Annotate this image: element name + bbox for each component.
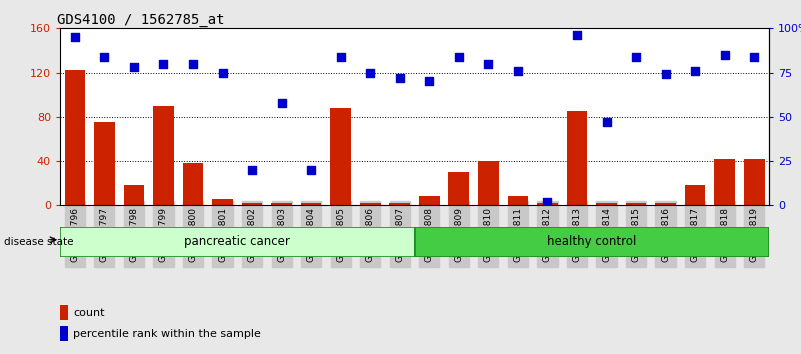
Bar — [389, 203, 410, 205]
Bar — [566, 111, 587, 205]
Point — [630, 54, 642, 59]
Point — [304, 167, 317, 173]
Bar — [685, 185, 706, 205]
Text: count: count — [73, 308, 104, 318]
Point — [276, 100, 288, 105]
Bar — [655, 203, 676, 205]
Bar — [330, 108, 351, 205]
Point — [512, 68, 525, 74]
Point — [659, 72, 672, 77]
Point — [541, 199, 553, 205]
Bar — [419, 196, 440, 205]
Text: GDS4100 / 1562785_at: GDS4100 / 1562785_at — [57, 13, 224, 27]
Point — [453, 54, 465, 59]
Bar — [212, 199, 233, 205]
Point — [364, 70, 376, 75]
Point — [393, 75, 406, 81]
Point — [748, 54, 761, 59]
Point — [570, 33, 583, 38]
Point — [157, 61, 170, 67]
Text: healthy control: healthy control — [547, 235, 637, 248]
Point — [216, 70, 229, 75]
Bar — [60, 326, 68, 341]
Bar — [449, 172, 469, 205]
Point — [68, 34, 81, 40]
Bar — [123, 185, 144, 205]
Point — [423, 79, 436, 84]
Bar — [60, 305, 68, 320]
Point — [246, 167, 259, 173]
Bar — [714, 159, 735, 205]
Bar — [60, 227, 415, 257]
Bar — [415, 227, 769, 257]
Bar — [508, 196, 528, 205]
Bar — [65, 70, 85, 205]
Point — [334, 54, 347, 59]
Bar — [153, 106, 174, 205]
Point — [482, 61, 495, 67]
Bar — [301, 203, 321, 205]
Bar — [183, 163, 203, 205]
Point — [689, 68, 702, 74]
Text: percentile rank within the sample: percentile rank within the sample — [73, 329, 261, 339]
Point — [600, 119, 613, 125]
Bar — [596, 203, 617, 205]
Bar — [478, 161, 499, 205]
Bar — [360, 203, 380, 205]
Point — [98, 54, 111, 59]
Point — [187, 61, 199, 67]
Text: pancreatic cancer: pancreatic cancer — [184, 235, 290, 248]
Bar — [272, 203, 292, 205]
Bar — [94, 122, 115, 205]
Bar — [537, 203, 557, 205]
Bar — [626, 203, 646, 205]
Bar — [242, 203, 263, 205]
Text: disease state: disease state — [4, 237, 74, 247]
Point — [718, 52, 731, 58]
Bar — [744, 159, 764, 205]
Point — [127, 64, 140, 70]
